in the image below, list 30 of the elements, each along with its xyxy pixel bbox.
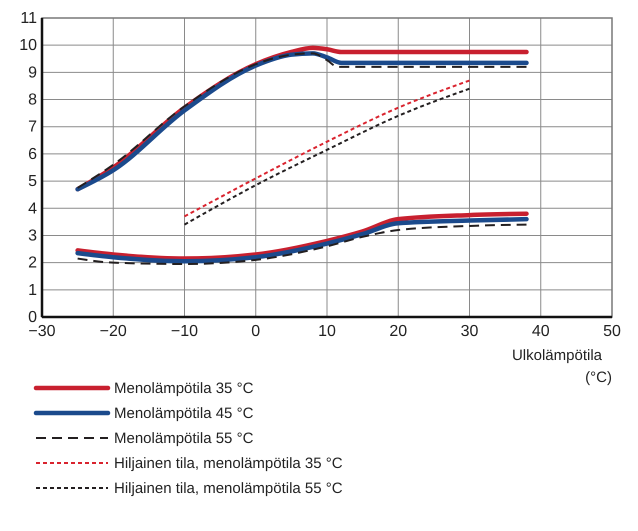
legend-label: Menolämpötila 45 °C bbox=[114, 405, 254, 422]
line-series bbox=[75, 211, 529, 261]
x-tick-label: 10 bbox=[318, 323, 336, 340]
y-tick-label: 7 bbox=[28, 118, 38, 136]
x-tick-label: 20 bbox=[389, 323, 408, 340]
legend-label: Menolämpötila 55 °C bbox=[114, 430, 254, 447]
y-tick-label: 11 bbox=[20, 10, 38, 27]
y-tick-label: 0 bbox=[28, 309, 38, 326]
y-tick-label: 2 bbox=[28, 254, 38, 272]
x-tick-label: 0 bbox=[251, 323, 260, 340]
legend-label: Hiljainen tila, menolämpötila 35 °C bbox=[114, 455, 343, 472]
x-tick-label: 50 bbox=[603, 323, 621, 340]
y-tick-label: 10 bbox=[19, 37, 38, 54]
y-tick-label: 3 bbox=[28, 227, 38, 244]
y-tick-label: 1 bbox=[28, 282, 38, 299]
line-series bbox=[76, 224, 528, 265]
y-tick-label: 8 bbox=[28, 92, 38, 109]
x-tick-label: 30 bbox=[460, 323, 478, 340]
x-axis-title: Ulkolämpötila (°C) bbox=[512, 347, 612, 386]
legend-label: Menolämpötila 35 °C bbox=[114, 380, 254, 397]
y-tick-label: 5 bbox=[28, 173, 38, 190]
x-tick-label: −10 bbox=[170, 323, 198, 340]
y-tick-label: 9 bbox=[28, 64, 38, 82]
x-tick-label: −20 bbox=[100, 323, 127, 340]
x-tick-label: 40 bbox=[532, 323, 550, 340]
y-tick-label: 4 bbox=[28, 200, 38, 218]
legend-label: Hiljainen tila, menolämpötila 55 °C bbox=[114, 480, 343, 497]
y-tick-label: 6 bbox=[28, 146, 38, 163]
x-tick-label: −30 bbox=[28, 323, 56, 340]
line-series bbox=[75, 216, 529, 264]
